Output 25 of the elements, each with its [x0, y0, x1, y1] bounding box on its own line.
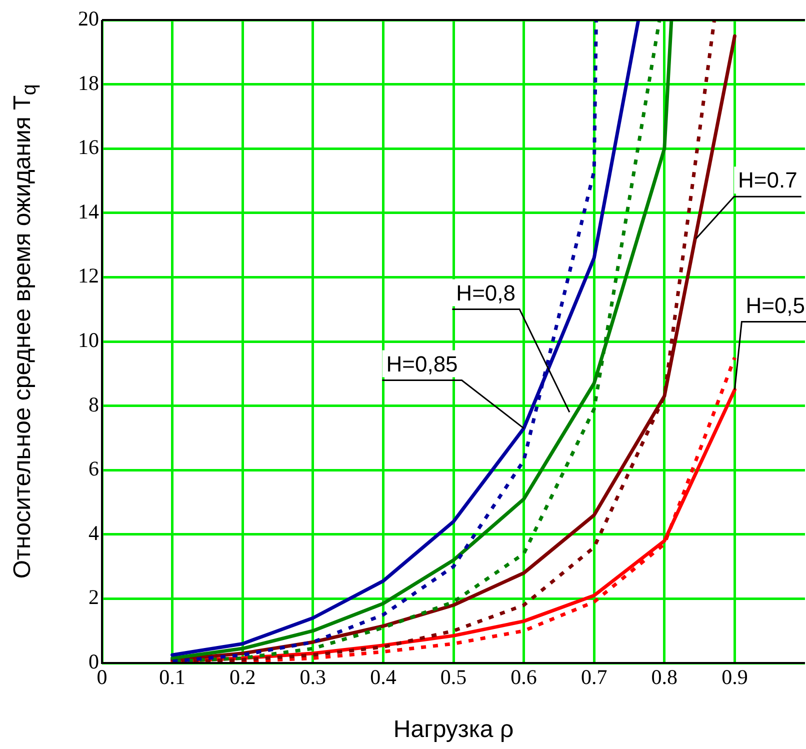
- y-tick-label: 18: [78, 70, 99, 95]
- y-tick-label: 4: [88, 520, 100, 545]
- annotation: H=0,85: [386, 351, 458, 376]
- y-tick-label: 20: [78, 6, 99, 31]
- x-tick-label: 0.9: [722, 665, 748, 690]
- x-tick-label: 0.1: [159, 665, 186, 690]
- annotation: H=0.7: [738, 168, 798, 193]
- y-tick-label: 6: [88, 456, 99, 481]
- y-tick-label: 12: [78, 264, 99, 288]
- y-tick-label: 0: [88, 650, 99, 674]
- x-tick-label: 0.6: [510, 665, 537, 690]
- x-tick-label: 0.5: [440, 665, 467, 690]
- x-tick-label: 0.2: [229, 665, 256, 690]
- y-tick-label: 2: [88, 585, 99, 610]
- y-tick-label: 10: [78, 328, 99, 352]
- annotation: H=0,5: [746, 292, 806, 318]
- x-tick-label: 0.4: [370, 665, 397, 690]
- x-tick-label: 0.3: [300, 665, 326, 690]
- y-tick-label: 14: [78, 199, 100, 224]
- x-tick-label: 0.8: [651, 665, 678, 690]
- y-tick-label: 8: [88, 392, 99, 416]
- y-tick-label: 16: [78, 135, 99, 160]
- x-tick-label: 0.7: [580, 665, 608, 690]
- annotation: H=0,8: [456, 280, 516, 306]
- x-axis-title: Нагрузка ρ: [393, 716, 514, 744]
